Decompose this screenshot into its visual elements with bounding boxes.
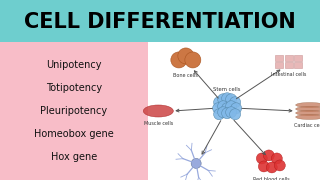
Circle shape (214, 97, 225, 108)
Circle shape (226, 94, 236, 105)
Text: Homeobox gene: Homeobox gene (34, 129, 114, 139)
Ellipse shape (296, 111, 320, 116)
Text: Stem cells: Stem cells (213, 87, 241, 92)
Ellipse shape (143, 105, 173, 117)
Bar (294, 62, 302, 68)
Bar (0, 42, 148, 180)
Circle shape (214, 109, 225, 120)
Text: CELL DIFFERENTIATION: CELL DIFFERENTIATION (24, 12, 296, 32)
Circle shape (218, 107, 228, 118)
Circle shape (263, 150, 274, 161)
Circle shape (218, 101, 228, 112)
Circle shape (231, 103, 242, 114)
Bar (284, 55, 292, 61)
Ellipse shape (296, 114, 320, 120)
Text: Intestinal cells: Intestinal cells (271, 72, 307, 77)
Circle shape (230, 109, 241, 120)
Text: Unipotency: Unipotency (46, 60, 102, 70)
Circle shape (218, 94, 228, 105)
Text: Cardiac cells: Cardiac cells (294, 123, 320, 128)
Bar (275, 62, 283, 68)
Bar (275, 55, 283, 61)
Circle shape (178, 48, 194, 64)
Circle shape (222, 103, 233, 114)
Ellipse shape (296, 102, 320, 107)
Text: Totipotency: Totipotency (46, 83, 102, 93)
Ellipse shape (296, 107, 320, 111)
Circle shape (274, 160, 285, 171)
Circle shape (230, 97, 241, 108)
Text: Red blood cells: Red blood cells (253, 177, 290, 180)
Circle shape (226, 107, 236, 118)
Circle shape (222, 93, 233, 104)
Text: Bone cells: Bone cells (173, 73, 198, 78)
Bar (284, 62, 292, 68)
Circle shape (191, 158, 201, 168)
Circle shape (171, 52, 187, 68)
Circle shape (271, 153, 282, 164)
Circle shape (258, 161, 269, 172)
Text: Hox gene: Hox gene (51, 152, 97, 162)
Bar (294, 55, 302, 61)
Text: Pleuripotency: Pleuripotency (40, 106, 108, 116)
Circle shape (226, 101, 236, 112)
Circle shape (266, 162, 277, 173)
Circle shape (185, 52, 201, 68)
Bar (0, 0, 320, 42)
Circle shape (256, 153, 267, 164)
Text: Muscle cells: Muscle cells (144, 121, 173, 126)
Circle shape (222, 108, 233, 119)
Circle shape (212, 103, 224, 114)
